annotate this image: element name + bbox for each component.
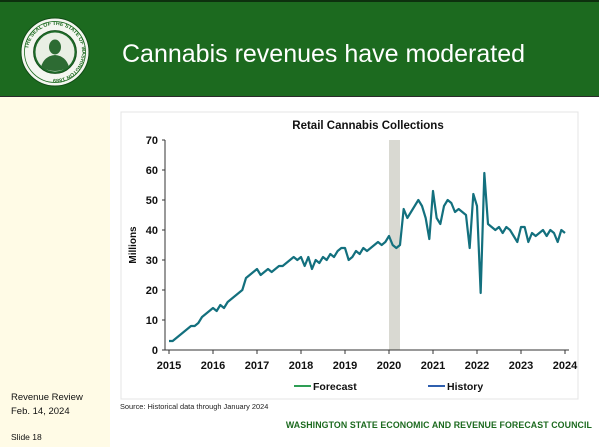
source-note: Source: Historical data through January … [120,402,269,411]
x-tick-label: 2017 [245,360,269,372]
history-series-line [169,171,566,343]
y-tick-label: 20 [146,285,158,297]
chart-title: Retail Cannabis Collections [292,120,443,132]
slide-header: THE SEAL OF THE STATE OF WASHINGTON 1889… [0,0,599,97]
x-tick-label: 2019 [333,360,357,372]
x-tick-label: 2016 [201,360,225,372]
y-tick-label: 30 [146,255,158,267]
x-tick-label: 2024 [553,360,578,372]
portrait-head-icon [49,39,61,55]
x-tick-label: 2020 [377,360,401,372]
x-tick-label: 2018 [289,360,313,372]
x-tick-label: 2015 [157,360,181,372]
sidebar-panel: Revenue Review Feb. 14, 2024 Slide 18 [0,97,110,447]
y-tick-label: 60 [146,165,158,177]
chart-frame [120,111,579,400]
x-tick-label: 2023 [509,360,533,372]
state-seal-logo: THE SEAL OF THE STATE OF WASHINGTON 1889 [20,17,90,87]
y-tick-label: 0 [152,345,158,357]
legend-label-history: History [447,381,483,393]
legend-label-forecast: Forecast [313,381,357,393]
highlight-band [389,140,400,350]
slide-number: Slide 18 [11,432,42,442]
y-tick-label: 70 [146,135,158,147]
x-tick-label: 2022 [465,360,489,372]
y-axis-label: Millions [128,226,139,264]
report-date: Feb. 14, 2024 [11,406,70,417]
footer-organization: WASHINGTON STATE ECONOMIC AND REVENUE FO… [285,420,592,430]
y-tick-label: 10 [146,315,158,327]
portrait-shoulders-icon [41,55,69,71]
y-tick-label: 40 [146,225,158,237]
report-name: Revenue Review [11,392,83,403]
slide-title: Cannabis revenues have moderated [122,40,526,68]
y-tick-label: 50 [146,195,158,207]
x-tick-label: 2021 [421,360,445,372]
